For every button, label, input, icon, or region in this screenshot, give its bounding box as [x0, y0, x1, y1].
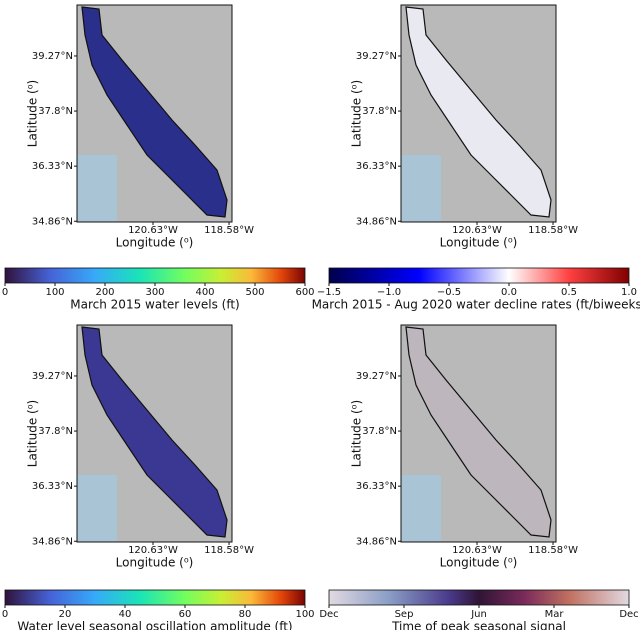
y-tick-label: 37.8°N [38, 106, 73, 117]
colorbar-tick-label: Dec [319, 609, 338, 620]
y-tick-label: 39.27°N [32, 51, 73, 62]
colorbar-tick-label: 0.0 [501, 287, 517, 298]
y-tick-label: 36.33°N [356, 161, 397, 172]
y-tick-label: 36.33°N [32, 481, 73, 492]
colorbar-tick-label: 1.0 [621, 287, 637, 298]
ocean [77, 475, 117, 542]
y-tick-label: 36.33°N [32, 161, 73, 172]
colorbar-label: Water level seasonal oscillation amplitu… [17, 620, 292, 631]
colorbar-tick-label: Mar [545, 609, 565, 620]
colorbar-tick-label: 40 [119, 609, 132, 620]
y-tick-label: 34.86°N [32, 216, 73, 227]
colorbar-label: Time of peak seasonal signal [391, 620, 566, 631]
colorbar-tick-label: 20 [59, 609, 72, 620]
y-axis-label: Latitude (⁰) [350, 400, 364, 467]
valley [81, 326, 228, 538]
y-tick-label: 39.27°N [356, 51, 397, 62]
x-tick-label: 120.63°W [128, 225, 178, 236]
colorbar-tick-label: Sep [395, 609, 414, 620]
x-axis-label: Longitude (⁰) [116, 556, 194, 570]
x-tick-label: 120.63°W [452, 225, 502, 236]
x-tick-label: 118.58°W [204, 225, 254, 236]
x-axis-label: Longitude (⁰) [440, 236, 518, 250]
y-tick-label: 34.86°N [32, 536, 73, 547]
colorbar [4, 267, 306, 284]
x-tick-label: 120.63°W [128, 545, 178, 556]
y-tick-label: 34.86°N [356, 536, 397, 547]
y-tick-label: 39.27°N [356, 371, 397, 382]
map-frame [400, 4, 557, 223]
x-tick-label: 118.58°W [528, 545, 578, 556]
colorbar [328, 267, 630, 284]
map-frame [76, 324, 233, 543]
colorbar-tick-label: Jun [470, 609, 487, 620]
colorbar-tick-label: 0 [2, 287, 8, 298]
colorbar-tick-label: 60 [179, 609, 192, 620]
colorbar-tick-label: 200 [95, 287, 114, 298]
colorbar-tick-label: 100 [295, 609, 314, 620]
colorbar-tick-label: −1.0 [377, 287, 401, 298]
valley [81, 6, 228, 218]
colorbar [4, 589, 306, 606]
colorbar-tick-label: Dec [619, 609, 638, 620]
ocean [77, 155, 117, 222]
ocean [401, 155, 441, 222]
map-frame [400, 324, 557, 543]
x-tick-label: 120.63°W [452, 545, 502, 556]
y-tick-label: 34.86°N [356, 216, 397, 227]
colorbar-tick-label: 600 [295, 287, 314, 298]
y-tick-label: 39.27°N [32, 371, 73, 382]
colorbar-tick-label: 300 [145, 287, 164, 298]
colorbar-tick-label: 100 [45, 287, 64, 298]
colorbar-tick-label: 400 [195, 287, 214, 298]
colorbar-label: March 2015 - Aug 2020 water decline rate… [312, 298, 640, 312]
ocean [401, 475, 441, 542]
y-tick-label: 37.8°N [362, 106, 397, 117]
colorbar [328, 589, 630, 606]
colorbar-tick-label: −1.5 [317, 287, 341, 298]
y-axis-label: Latitude (⁰) [26, 400, 40, 467]
colorbar-tick-label: 80 [239, 609, 252, 620]
valley [405, 6, 552, 218]
x-tick-label: 118.58°W [204, 545, 254, 556]
x-tick-label: 118.58°W [528, 225, 578, 236]
y-axis-label: Latitude (⁰) [350, 80, 364, 147]
colorbar-tick-label: 0 [2, 609, 8, 620]
map-frame [76, 4, 233, 223]
colorbar-label: March 2015 water levels (ft) [70, 298, 239, 312]
y-tick-label: 36.33°N [356, 481, 397, 492]
y-axis-label: Latitude (⁰) [26, 80, 40, 147]
colorbar-tick-label: −0.5 [437, 287, 461, 298]
x-axis-label: Longitude (⁰) [116, 236, 194, 250]
y-tick-label: 37.8°N [362, 426, 397, 437]
x-axis-label: Longitude (⁰) [440, 556, 518, 570]
y-tick-label: 37.8°N [38, 426, 73, 437]
colorbar-tick-label: 0.5 [561, 287, 577, 298]
colorbar-tick-label: 500 [245, 287, 264, 298]
valley [405, 326, 552, 538]
